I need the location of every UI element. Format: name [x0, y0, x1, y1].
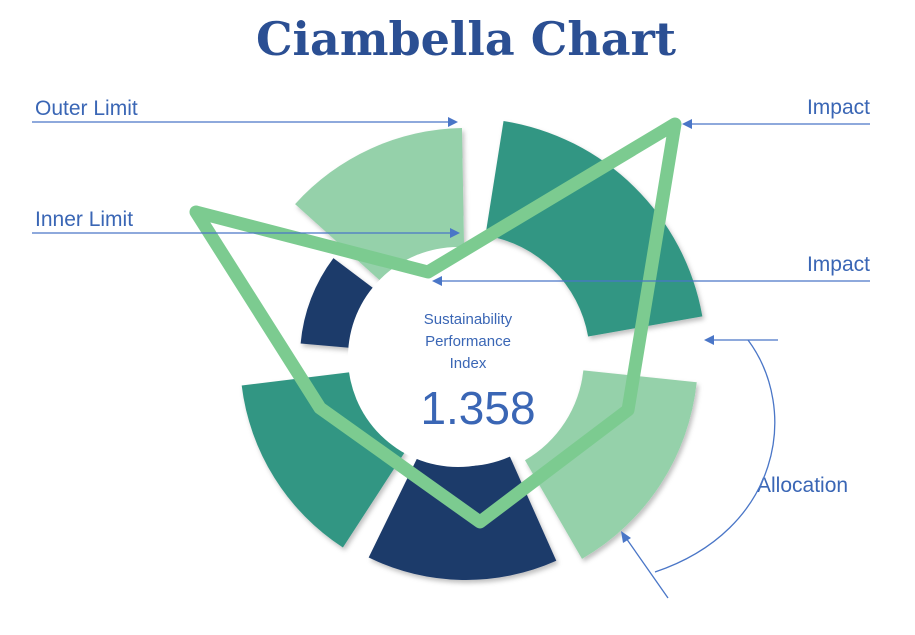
center-value: 1.358 — [420, 382, 535, 434]
segment-teal-left — [241, 371, 406, 548]
center-label-line2: Performance — [425, 333, 511, 350]
segment-light-green-right — [525, 370, 697, 559]
impact-middle-label: Impact — [807, 253, 870, 276]
outer-limit-label: Outer Limit — [35, 97, 138, 120]
segment-navy-bottom — [368, 455, 557, 580]
center-label-line1: Sustainability — [424, 311, 513, 328]
allocation-bracket — [621, 335, 778, 599]
outer-limit-arrow — [32, 117, 458, 127]
inner-limit-label: Inner Limit — [35, 208, 133, 231]
impact-top-label: Impact — [807, 96, 870, 119]
center-circle — [348, 247, 568, 467]
allocation-label: Allocation — [757, 474, 848, 497]
inner-limit-arrow — [32, 228, 460, 238]
impact-middle-arrow — [432, 276, 870, 286]
impact-top-arrow — [682, 119, 870, 129]
impact-polygon — [189, 117, 682, 529]
segment-light-green-top — [295, 128, 465, 286]
chart-title: Ciambella Chart — [256, 12, 677, 66]
center-label-line3: Index — [450, 355, 487, 372]
